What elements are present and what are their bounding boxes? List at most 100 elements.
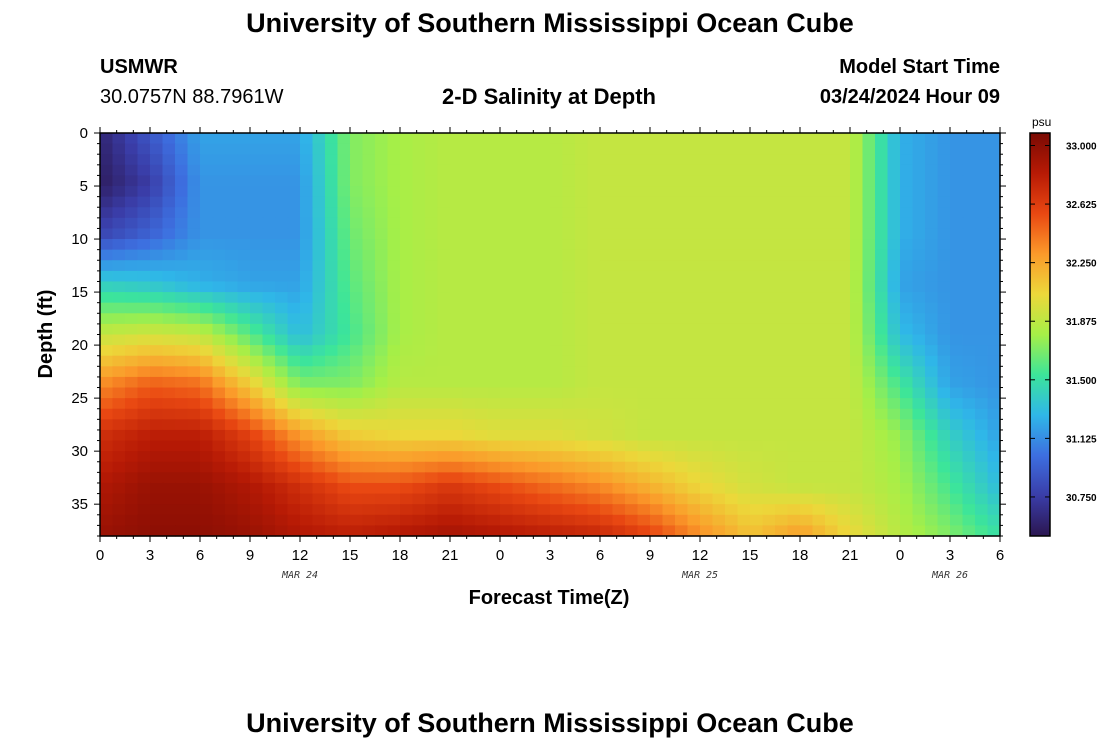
heatmap-cell — [262, 355, 276, 367]
heatmap-cell — [525, 313, 539, 325]
heatmap-cell — [487, 281, 501, 293]
heatmap-cell — [937, 514, 951, 526]
heatmap-cell — [950, 408, 964, 420]
heatmap-cell — [862, 239, 876, 251]
heatmap-cell — [562, 270, 576, 283]
heatmap-cell — [675, 355, 689, 367]
heatmap-cell — [275, 398, 289, 410]
heatmap-cell — [950, 525, 964, 537]
heatmap-cell — [612, 482, 626, 495]
heatmap-cell — [412, 440, 426, 452]
heatmap-cell — [925, 260, 939, 272]
heatmap-cell — [150, 408, 164, 420]
heatmap-cell — [687, 260, 701, 272]
heatmap-cell — [725, 387, 739, 399]
heatmap-cell — [262, 154, 276, 166]
heatmap-cell — [800, 323, 814, 336]
heatmap-cell — [825, 461, 839, 473]
heatmap-cell — [212, 355, 226, 367]
heatmap-cell — [987, 196, 1001, 208]
heatmap-cell — [962, 228, 976, 240]
heatmap-cell — [362, 154, 376, 166]
heatmap-cell — [875, 451, 889, 463]
heatmap-cell — [425, 133, 439, 145]
heatmap-cell — [225, 175, 239, 187]
heatmap-cell — [900, 429, 914, 442]
heatmap-cell — [912, 366, 926, 378]
heatmap-cell — [587, 249, 601, 261]
heatmap-cell — [612, 228, 626, 240]
heatmap-cell — [162, 207, 176, 219]
heatmap-cell — [700, 207, 714, 219]
heatmap-cell — [462, 133, 476, 145]
heatmap-cell — [375, 260, 389, 272]
heatmap-cell — [637, 270, 651, 283]
heatmap-cell — [375, 366, 389, 378]
heatmap-cell — [512, 239, 526, 251]
heatmap-cell — [362, 186, 376, 198]
heatmap-cell — [462, 302, 476, 314]
heatmap-cell — [200, 175, 214, 187]
heatmap-cell — [337, 493, 351, 505]
heatmap-cell — [637, 355, 651, 367]
heatmap-cell — [437, 133, 451, 145]
heatmap-cell — [275, 217, 289, 230]
heatmap-cell — [512, 398, 526, 410]
heatmap-cell — [650, 408, 664, 420]
heatmap-cell — [600, 143, 614, 155]
heatmap-cell — [575, 164, 589, 177]
heatmap-cell — [425, 175, 439, 187]
heatmap-cell — [737, 334, 751, 346]
heatmap-cell — [475, 334, 489, 346]
y-tick-label: 35 — [71, 496, 88, 513]
heatmap-cell — [175, 154, 189, 166]
heatmap-cell — [975, 514, 989, 526]
heatmap-cell — [550, 482, 564, 495]
heatmap-cell — [837, 260, 851, 272]
heatmap-cell — [500, 186, 514, 198]
heatmap-cell — [750, 408, 764, 420]
heatmap-cell — [475, 217, 489, 230]
heatmap-cell — [950, 504, 964, 516]
heatmap-cell — [800, 461, 814, 473]
heatmap-cell — [437, 196, 451, 208]
heatmap-cell — [825, 164, 839, 177]
heatmap-cell — [325, 408, 339, 420]
heatmap-cell — [275, 292, 289, 304]
heatmap-cell — [537, 334, 551, 346]
heatmap-cell — [887, 419, 901, 431]
heatmap-cell — [950, 376, 964, 389]
heatmap-cell — [887, 451, 901, 463]
heatmap-cell — [550, 461, 564, 473]
heatmap-cell — [237, 217, 251, 230]
heatmap-cell — [575, 207, 589, 219]
heatmap-cell — [162, 493, 176, 505]
heatmap-cell — [987, 451, 1001, 463]
heatmap-cell — [700, 525, 714, 537]
heatmap-cell — [100, 175, 114, 187]
heatmap-cell — [325, 302, 339, 314]
heatmap-cell — [887, 239, 901, 251]
heatmap-cell — [700, 408, 714, 420]
heatmap-cell — [687, 186, 701, 198]
heatmap-cell — [837, 514, 851, 526]
heatmap-cell — [975, 228, 989, 240]
heatmap-cell — [237, 281, 251, 293]
heatmap-cell — [700, 334, 714, 346]
heatmap-cell — [250, 408, 264, 420]
heatmap-cell — [837, 376, 851, 389]
heatmap-cell — [600, 196, 614, 208]
heatmap-cell — [487, 345, 501, 357]
heatmap-cell — [237, 186, 251, 198]
heatmap-cell — [912, 504, 926, 516]
heatmap-cell — [712, 345, 726, 357]
heatmap-cell — [587, 408, 601, 420]
heatmap-cell — [550, 239, 564, 251]
heatmap-cell — [962, 355, 976, 367]
heatmap-cell — [562, 376, 576, 389]
heatmap-cell — [337, 186, 351, 198]
heatmap-cell — [725, 355, 739, 367]
heatmap-cell — [350, 387, 364, 399]
heatmap-cell — [600, 355, 614, 367]
heatmap-cell — [887, 196, 901, 208]
